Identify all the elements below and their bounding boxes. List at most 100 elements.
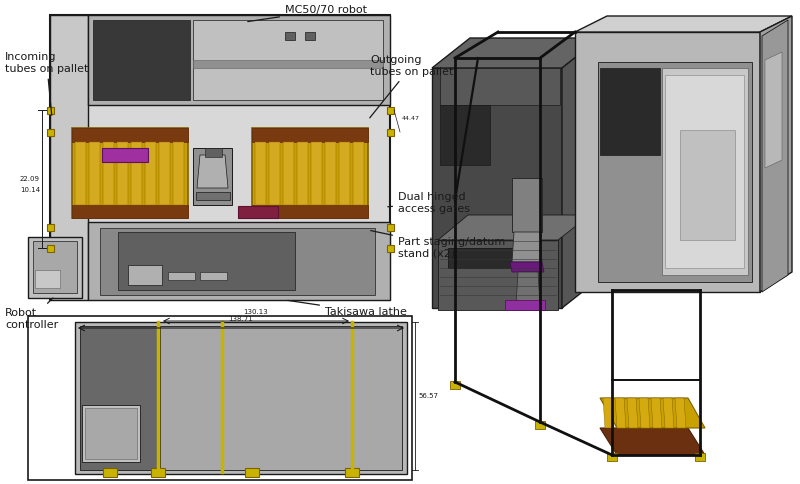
Polygon shape [607,453,617,461]
Polygon shape [562,38,600,308]
Polygon shape [35,270,60,288]
Polygon shape [102,148,148,162]
Polygon shape [88,222,390,300]
Polygon shape [760,16,792,292]
Polygon shape [432,38,600,68]
Polygon shape [173,142,184,205]
Polygon shape [72,128,188,218]
Polygon shape [50,15,390,300]
Text: 22.09: 22.09 [20,176,40,182]
Polygon shape [639,398,650,428]
Polygon shape [93,20,190,100]
Polygon shape [535,421,545,429]
Text: Dual hinged
access gates: Dual hinged access gates [388,192,470,213]
Polygon shape [193,60,383,68]
Polygon shape [50,15,88,300]
Polygon shape [88,15,390,105]
Polygon shape [598,62,752,282]
Text: 130.13: 130.13 [244,309,268,315]
Polygon shape [512,178,542,232]
Polygon shape [159,142,170,205]
Polygon shape [75,322,407,474]
Polygon shape [311,142,322,205]
Polygon shape [575,16,792,32]
Text: Part staging/datum
stand (x2): Part staging/datum stand (x2) [370,230,506,258]
Polygon shape [252,128,368,142]
Polygon shape [283,142,294,205]
Polygon shape [510,262,544,272]
Text: MC50/70 robot: MC50/70 robot [248,5,367,22]
Polygon shape [762,20,788,292]
Polygon shape [438,240,558,310]
Polygon shape [512,232,542,262]
Polygon shape [196,192,230,200]
Polygon shape [440,68,560,105]
Text: Incoming
tubes on pallet: Incoming tubes on pallet [5,52,88,115]
Polygon shape [103,142,114,205]
Polygon shape [46,128,54,136]
Polygon shape [450,381,460,389]
Polygon shape [193,20,383,100]
Polygon shape [505,300,545,310]
Polygon shape [252,205,368,218]
Text: Robot
controller: Robot controller [5,298,58,330]
Polygon shape [325,142,336,205]
Polygon shape [89,142,100,205]
Text: 56.57: 56.57 [418,393,438,399]
Polygon shape [575,32,760,292]
Polygon shape [85,408,137,459]
Polygon shape [345,468,359,477]
Polygon shape [82,405,140,462]
Polygon shape [627,398,638,428]
Polygon shape [675,398,686,428]
Polygon shape [665,75,744,268]
Polygon shape [100,228,375,295]
Polygon shape [663,398,674,428]
Polygon shape [662,68,748,275]
Polygon shape [197,155,228,188]
Polygon shape [440,105,490,165]
Polygon shape [238,206,278,218]
Polygon shape [695,453,705,461]
Polygon shape [386,128,394,136]
Polygon shape [600,428,705,455]
Polygon shape [386,244,394,252]
Polygon shape [131,142,142,205]
Polygon shape [168,272,195,280]
Polygon shape [600,398,705,428]
Polygon shape [193,148,232,205]
Text: Outgoing
tubes on pallet: Outgoing tubes on pallet [370,55,454,118]
Polygon shape [33,241,77,293]
Polygon shape [28,237,82,298]
Polygon shape [680,130,735,240]
Text: 138.71: 138.71 [229,316,254,322]
Polygon shape [72,128,188,142]
Polygon shape [448,248,518,268]
Polygon shape [252,128,368,218]
Polygon shape [386,106,394,114]
Polygon shape [75,142,86,205]
Text: 44.47: 44.47 [402,116,420,121]
Polygon shape [117,142,128,205]
Polygon shape [118,232,295,290]
Polygon shape [339,142,350,205]
Polygon shape [600,68,660,155]
Polygon shape [103,468,117,477]
Polygon shape [516,272,540,305]
Polygon shape [46,106,54,114]
Polygon shape [432,68,562,308]
Polygon shape [255,142,266,205]
Polygon shape [151,468,165,477]
Polygon shape [386,224,394,230]
Polygon shape [160,326,402,470]
Polygon shape [245,468,259,477]
Polygon shape [205,148,222,157]
Polygon shape [80,326,158,470]
Text: 10.14: 10.14 [20,187,40,193]
Polygon shape [269,142,280,205]
Polygon shape [353,142,364,205]
Polygon shape [145,142,156,205]
Polygon shape [438,215,590,240]
Polygon shape [46,244,54,252]
Polygon shape [305,32,315,40]
